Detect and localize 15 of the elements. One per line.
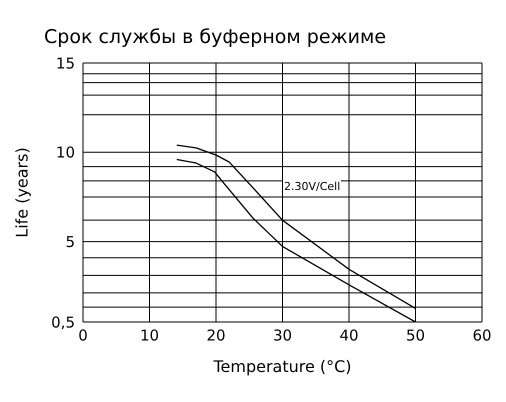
x-tick-label: 10 xyxy=(140,326,160,345)
x-axis-title: Temperature (°C) xyxy=(212,357,352,376)
chart-title: Срок службы в буферном режиме xyxy=(44,26,386,48)
y-tick-label: 0,5 xyxy=(51,313,75,332)
x-tick-label: 20 xyxy=(206,326,226,345)
x-tick-label: 0 xyxy=(78,326,88,345)
y-tick-label: 15 xyxy=(56,54,75,72)
y-axis-title: Life (years) xyxy=(12,147,32,238)
x-tick-label: 50 xyxy=(406,326,426,345)
annotation: 2.30V/Cell xyxy=(283,180,342,193)
y-tick-label: 10 xyxy=(56,144,75,162)
x-tick-label: 60 xyxy=(472,326,492,345)
y-tick-label: 5 xyxy=(65,232,75,251)
x-tick-label: 30 xyxy=(272,326,292,345)
x-tick-label: 40 xyxy=(339,326,359,345)
